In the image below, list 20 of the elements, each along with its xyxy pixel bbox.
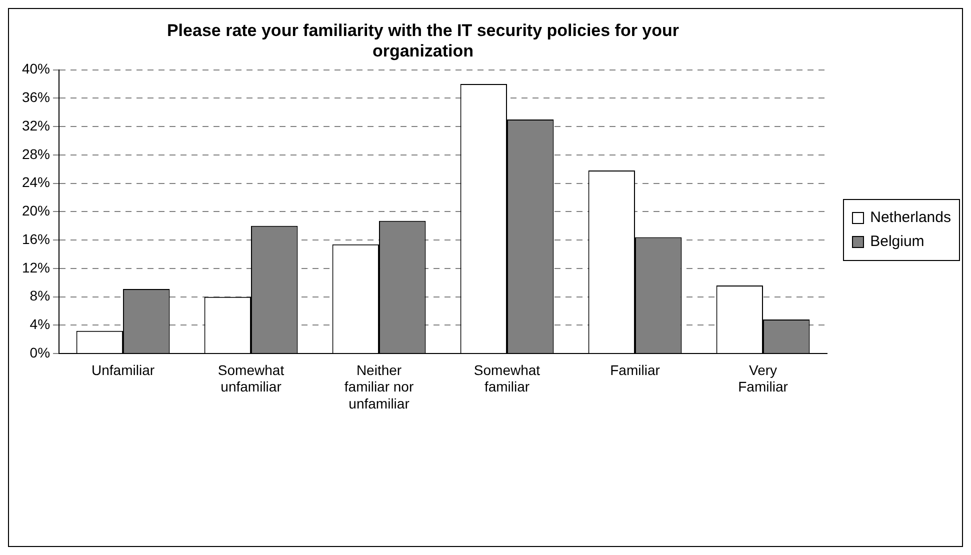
y-tick-label: 16% — [22, 230, 50, 247]
legend-label: Belgium — [870, 232, 924, 252]
y-tick-label: 40% — [22, 60, 50, 77]
x-tick-label: Somewhat familiar — [474, 362, 540, 395]
text: Netherlands — [870, 208, 951, 228]
x-tick-label: Somewhat unfamiliar — [218, 362, 284, 395]
y-tick-label: 28% — [22, 146, 50, 162]
y-tick-label: 0% — [30, 344, 50, 360]
x-tick-label: Familiar — [610, 362, 660, 378]
y-tick-label: 24% — [22, 174, 50, 190]
y-tick-label: 20% — [22, 202, 50, 219]
chart-title: Please rate your familiarity with the IT security policies for your organization — [166, 20, 680, 60]
y-tick-label: 4% — [30, 316, 50, 332]
y-tick-label: 12% — [22, 259, 50, 276]
x-tick-label: Neither familiar nor unfamiliar — [344, 362, 414, 412]
y-tick-label: 32% — [22, 117, 50, 134]
x-tick-label: Unfamiliar — [92, 362, 155, 378]
y-tick-label: 8% — [30, 288, 50, 304]
y-tick-label: 36% — [22, 89, 50, 106]
x-tick-label: Very Familiar — [738, 362, 788, 395]
